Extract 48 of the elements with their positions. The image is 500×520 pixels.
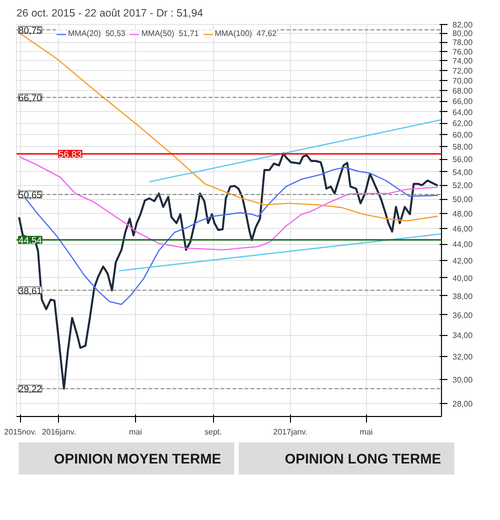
y-tick-label: 62,00 xyxy=(452,119,474,128)
y-tick-label: 56,00 xyxy=(452,155,474,164)
x-tick-label: mai xyxy=(128,428,142,436)
y-tick-label: 48,00 xyxy=(452,209,474,218)
ref-line-label: 80,75 xyxy=(18,25,42,36)
y-tick-label: 42,00 xyxy=(452,256,474,266)
ref-line-label: 38,61 xyxy=(18,286,42,296)
y-tick-label: 74,00 xyxy=(452,56,474,66)
y-tick-label: 36,00 xyxy=(452,310,474,320)
y-tick-label: 70,00 xyxy=(452,76,474,86)
legend-label: MMA(100) 47,62 xyxy=(214,29,277,38)
y-tick-label: 44,00 xyxy=(452,240,474,250)
y-tick-label: 76,00 xyxy=(452,47,474,56)
y-tick-label: 30,00 xyxy=(452,375,474,384)
y-tick-label: 32,00 xyxy=(452,352,474,362)
ref-line-label: 50,65 xyxy=(18,190,42,200)
y-tick-label: 82,00 xyxy=(452,20,474,30)
ref-line-label: 56,83 xyxy=(58,149,82,160)
x-tick-label: sept. xyxy=(204,428,222,436)
text: OPINION MOYEN TERME xyxy=(54,450,222,466)
y-tick-label: 28,00 xyxy=(452,400,474,409)
ref-line-label: 29,22 xyxy=(18,384,42,394)
y-tick-label: 38,00 xyxy=(452,292,474,301)
x-tick-label: 2016janv. xyxy=(42,428,76,436)
chart-title: 26 oct. 2015 - 22 août 2017 - Dr : 51,94 xyxy=(16,8,204,20)
x-tick-label: 2015nov. xyxy=(4,428,36,436)
y-tick-label: 40,00 xyxy=(452,274,474,283)
y-tick-label: 80,00 xyxy=(452,29,474,38)
y-tick-label: 34,00 xyxy=(452,331,474,340)
y-tick-label: 54,00 xyxy=(452,168,474,177)
legend-label: MMA(50) 51,71 xyxy=(141,29,199,38)
y-tick-label: 64,00 xyxy=(452,108,474,117)
y-tick-label: 72,00 xyxy=(452,66,474,76)
y-tick-label: 66,00 xyxy=(452,97,474,106)
text: OPINION LONG TERME xyxy=(284,450,442,466)
legend-label: MMA(20) 50,53 xyxy=(68,29,126,38)
y-tick-label: 58,00 xyxy=(452,142,474,152)
ref-line-label: 44,54 xyxy=(18,235,42,246)
y-tick-label: 46,00 xyxy=(452,224,474,234)
y-tick-label: 50,00 xyxy=(452,195,474,204)
y-tick-label: 52,00 xyxy=(452,181,474,190)
y-tick-label: 68,00 xyxy=(452,86,474,96)
y-tick-label: 60,00 xyxy=(452,130,474,140)
x-tick-label: 2017janv. xyxy=(273,428,308,436)
ref-line-label: 66,70 xyxy=(18,92,42,103)
x-tick-label: mai xyxy=(360,428,373,436)
line-series xyxy=(18,166,438,305)
y-tick-label: 78,00 xyxy=(452,38,474,48)
